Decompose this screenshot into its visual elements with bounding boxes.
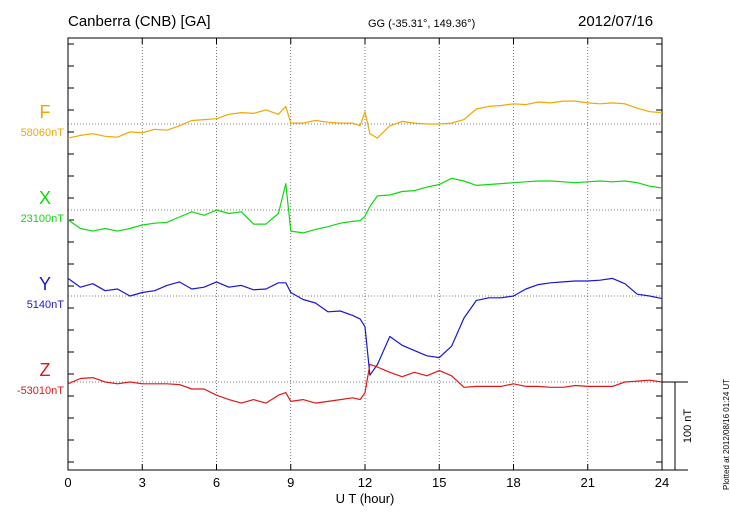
series-line-f	[67, 100, 663, 139]
series-name-f: F	[40, 102, 51, 122]
x-tick-label: 3	[139, 475, 146, 490]
scale-bar-label: 100 nT	[682, 409, 694, 444]
x-tick-label: 9	[287, 475, 294, 490]
x-axis-ticks: 0 3 6 9 12 15 18 21 24	[64, 38, 669, 490]
series-name-x: X	[39, 188, 51, 208]
series-labels: F 58060nT X 23100nT Y 5140nT Z -53010nT	[17, 102, 64, 397]
x-axis-label: U T (hour)	[336, 491, 395, 506]
station-title: Canberra (CNB) [GA]	[68, 13, 211, 30]
grid-lines	[68, 38, 662, 470]
coordinates-label: GG (-35.31°, 149.36°)	[368, 18, 476, 30]
series-line-z	[67, 363, 663, 404]
series-line-y	[67, 277, 663, 376]
series-baseline-z: -53010nT	[17, 385, 64, 397]
series-line-x	[67, 177, 663, 234]
scale-bar: 100 nT	[662, 381, 694, 471]
series-baseline-x: 23100nT	[21, 213, 65, 225]
x-tick-label: 6	[213, 475, 220, 490]
series-baseline-f: 58060nT	[21, 127, 65, 139]
x-tick-label: 18	[506, 475, 520, 490]
series-baseline-y: 5140nT	[27, 299, 65, 311]
x-tick-label: 12	[358, 475, 372, 490]
x-tick-label: 24	[655, 475, 669, 490]
series-name-z: Z	[40, 360, 51, 380]
x-tick-label: 15	[432, 475, 446, 490]
series-lines	[67, 100, 663, 404]
x-tick-label: 0	[64, 475, 71, 490]
x-tick-label: 21	[581, 475, 595, 490]
date-label: 2012/07/16	[578, 13, 654, 30]
series-name-y: Y	[39, 274, 51, 294]
